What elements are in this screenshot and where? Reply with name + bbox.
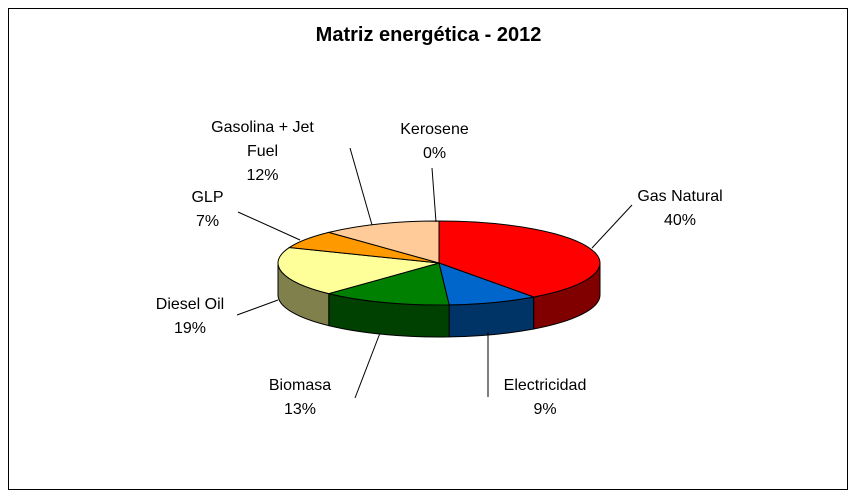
value-label: 13% <box>283 401 317 418</box>
data-label: Gasolina + Jet Fuel 12% <box>200 116 325 188</box>
data-label: Gas Natural 40% <box>620 185 740 233</box>
category-label: Gasolina + Jet Fuel <box>211 119 314 160</box>
category-label: Kerosene <box>400 121 469 138</box>
pie-slice <box>326 262 450 306</box>
value-label: 0% <box>422 145 447 162</box>
leader-line <box>236 299 279 316</box>
data-label: GLP 7% <box>160 186 255 234</box>
value-label: 12% <box>246 167 279 184</box>
pie-slice <box>438 220 601 298</box>
data-label: Kerosene 0% <box>387 118 482 166</box>
data-label: Electricidad 9% <box>480 374 610 422</box>
value-label: 7% <box>195 213 220 230</box>
category-label: Biomasa <box>268 377 332 394</box>
pie-tops <box>277 220 601 306</box>
leader-line <box>591 204 633 249</box>
category-label: GLP <box>191 189 224 206</box>
chart-title: Matriz energética - 2012 <box>315 24 542 46</box>
value-label: 40% <box>663 212 697 229</box>
leader-line <box>431 167 437 223</box>
data-label: Diesel Oil 19% <box>135 293 245 341</box>
category-label: Gas Natural <box>637 188 723 205</box>
category-label: Diesel Oil <box>155 296 225 313</box>
leader-line <box>237 211 301 241</box>
leader-line <box>349 147 373 226</box>
category-label: Electricidad <box>503 377 587 394</box>
pie-slice <box>326 220 440 264</box>
leader-line <box>354 332 381 399</box>
value-label: 9% <box>533 401 557 418</box>
pie-slice <box>438 262 536 306</box>
data-label: Biomasa 13% <box>245 374 355 422</box>
value-label: 19% <box>173 320 207 337</box>
